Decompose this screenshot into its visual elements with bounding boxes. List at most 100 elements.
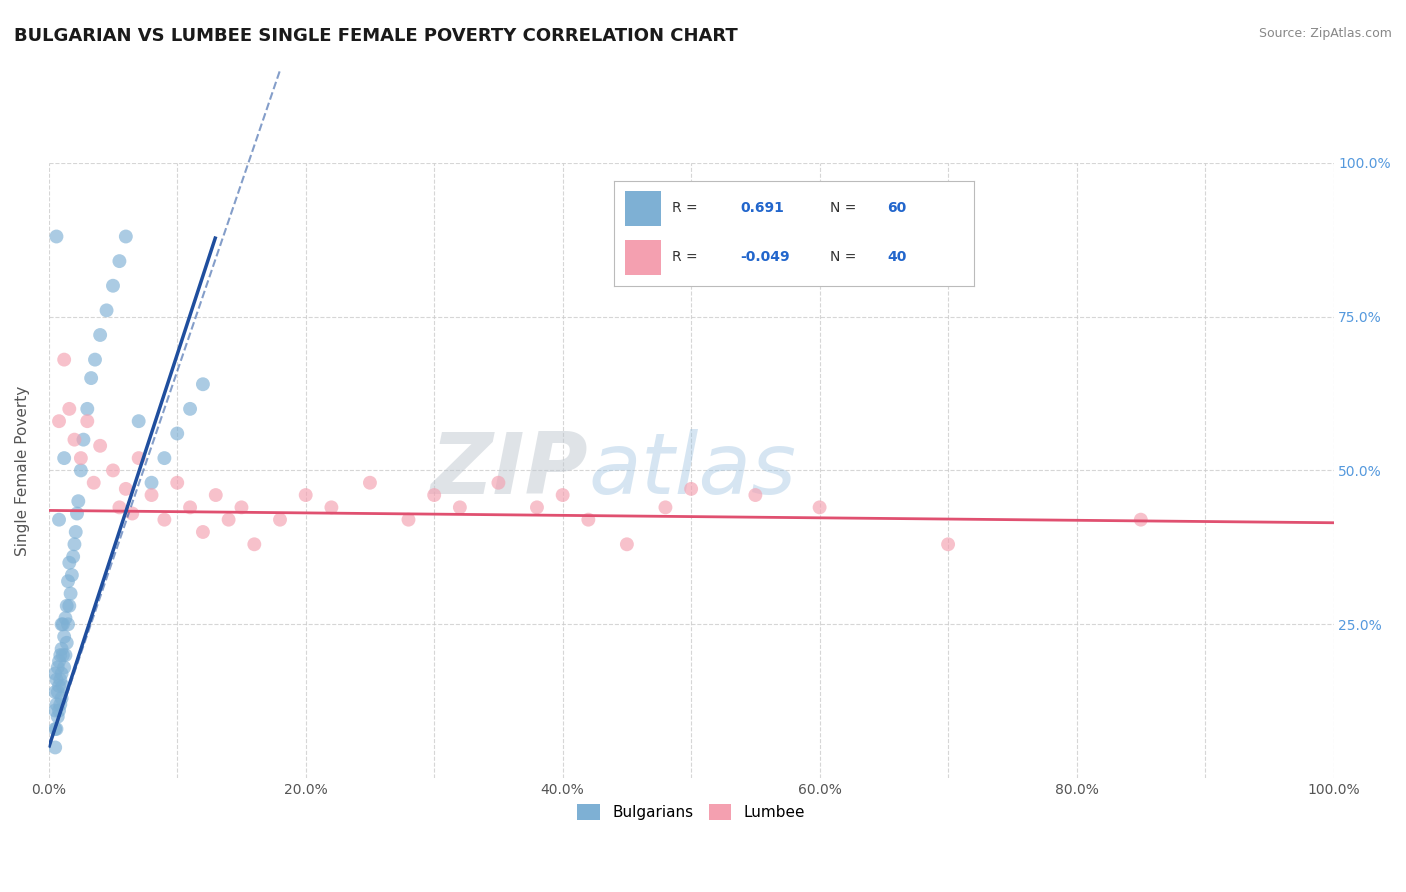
Point	[58, 401, 80, 416]
Point	[48, 679, 70, 693]
Point	[55, 599, 77, 613]
Point	[114, 482, 136, 496]
Point	[53, 352, 76, 367]
Text: ZIP: ZIP	[430, 429, 588, 512]
Point	[45, 673, 67, 687]
Point	[48, 414, 70, 428]
Point	[166, 475, 188, 490]
Point	[62, 549, 84, 564]
Point	[153, 451, 176, 466]
Point	[48, 654, 70, 668]
Point	[53, 451, 76, 466]
Point	[44, 722, 66, 736]
Point	[294, 488, 316, 502]
Point	[53, 630, 76, 644]
Text: atlas: atlas	[588, 429, 796, 512]
Point	[128, 414, 150, 428]
Point	[46, 685, 69, 699]
Point	[51, 642, 73, 657]
Point	[576, 513, 599, 527]
Point	[121, 507, 143, 521]
Point	[191, 377, 214, 392]
Legend: Bulgarians, Lumbee: Bulgarians, Lumbee	[571, 797, 811, 826]
Point	[486, 475, 509, 490]
Point	[243, 537, 266, 551]
Point	[51, 691, 73, 706]
Point	[45, 722, 67, 736]
Point	[1129, 513, 1152, 527]
Point	[48, 704, 70, 718]
Point	[141, 475, 163, 490]
Point	[744, 488, 766, 502]
Point	[52, 648, 75, 662]
Point	[70, 463, 93, 477]
Point	[191, 524, 214, 539]
Point	[45, 698, 67, 712]
Point	[526, 500, 548, 515]
Y-axis label: Single Female Poverty: Single Female Poverty	[15, 385, 30, 556]
Point	[551, 488, 574, 502]
Point	[204, 488, 226, 502]
Point	[80, 371, 103, 385]
Point	[51, 666, 73, 681]
Point	[218, 513, 240, 527]
Point	[67, 494, 90, 508]
Point	[63, 537, 86, 551]
Point	[56, 574, 79, 589]
Point	[45, 229, 67, 244]
Point	[83, 475, 105, 490]
Point	[49, 673, 72, 687]
Point	[44, 685, 66, 699]
Point	[65, 524, 87, 539]
Point	[179, 401, 201, 416]
Point	[936, 537, 959, 551]
Point	[359, 475, 381, 490]
Point	[101, 463, 124, 477]
Point	[321, 500, 343, 515]
Point	[55, 648, 77, 662]
Point	[72, 433, 94, 447]
Point	[128, 451, 150, 466]
Point	[166, 426, 188, 441]
Point	[46, 709, 69, 723]
Point	[52, 617, 75, 632]
Point	[269, 513, 291, 527]
Point	[179, 500, 201, 515]
Point	[89, 439, 111, 453]
Point	[96, 303, 118, 318]
Text: Source: ZipAtlas.com: Source: ZipAtlas.com	[1258, 27, 1392, 40]
Point	[84, 352, 107, 367]
Point	[141, 488, 163, 502]
Point	[681, 482, 703, 496]
Point	[808, 500, 831, 515]
Point	[76, 414, 98, 428]
Point	[53, 660, 76, 674]
Point	[58, 556, 80, 570]
Point	[56, 617, 79, 632]
Point	[59, 586, 82, 600]
Point	[70, 451, 93, 466]
Point	[49, 648, 72, 662]
Point	[63, 433, 86, 447]
Point	[58, 599, 80, 613]
Point	[49, 698, 72, 712]
Point	[108, 500, 131, 515]
Point	[114, 229, 136, 244]
Point	[44, 740, 66, 755]
Point	[44, 666, 66, 681]
Point	[89, 328, 111, 343]
Point	[66, 507, 89, 521]
Point	[449, 500, 471, 515]
Point	[46, 660, 69, 674]
Point	[153, 513, 176, 527]
Point	[108, 254, 131, 268]
Point	[231, 500, 253, 515]
Point	[44, 704, 66, 718]
Point	[60, 568, 83, 582]
Point	[101, 278, 124, 293]
Point	[55, 611, 77, 625]
Text: BULGARIAN VS LUMBEE SINGLE FEMALE POVERTY CORRELATION CHART: BULGARIAN VS LUMBEE SINGLE FEMALE POVERT…	[14, 27, 738, 45]
Point	[423, 488, 446, 502]
Point	[52, 679, 75, 693]
Point	[48, 513, 70, 527]
